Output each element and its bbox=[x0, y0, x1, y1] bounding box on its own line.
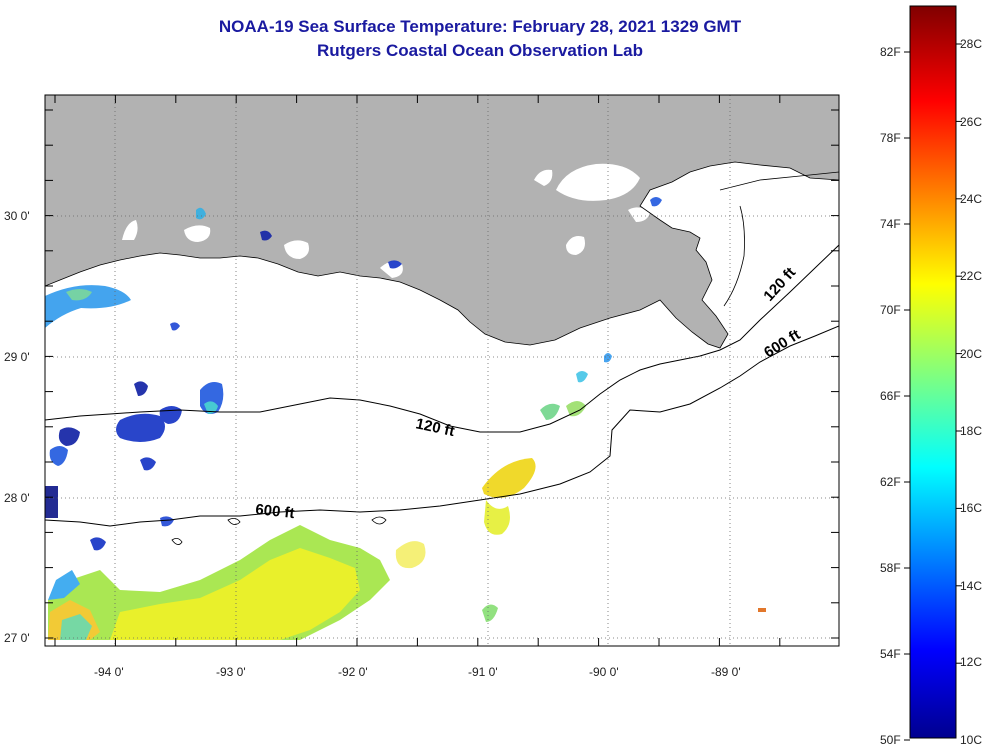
cb-f-50: 50F bbox=[880, 733, 901, 747]
cb-f-66: 66F bbox=[880, 389, 901, 403]
chart-title: NOAA-19 Sea Surface Temperature: Februar… bbox=[218, 17, 742, 36]
lon-label-89: -89 0' bbox=[711, 665, 741, 679]
cb-c-12: 12C bbox=[960, 655, 982, 669]
lat-lon-grid bbox=[45, 95, 839, 646]
lake-salvador bbox=[566, 236, 585, 255]
isobath-600ft-label: 600 ft bbox=[255, 501, 296, 522]
cb-c-22: 22C bbox=[960, 269, 982, 283]
cb-c-26: 26C bbox=[960, 115, 982, 129]
lake-pontchartrain bbox=[556, 163, 640, 201]
cb-f-62: 62F bbox=[880, 475, 901, 489]
lake-grand bbox=[284, 240, 309, 259]
cb-f-74: 74F bbox=[880, 217, 901, 231]
lon-label-92: -92 0' bbox=[338, 665, 368, 679]
colorbar-celsius-labels: 28C 26C 24C 22C 20C 18C 16C 14C 12C 10C bbox=[960, 37, 982, 747]
lake-maurepas bbox=[534, 169, 553, 186]
outer-shelf-coast bbox=[719, 171, 839, 307]
lake-borgne bbox=[628, 207, 650, 222]
land-mass bbox=[45, 95, 839, 348]
lon-label-94: -94 0' bbox=[94, 665, 124, 679]
colorbar-fahrenheit-labels: 82F 78F 74F 70F 66F 62F 58F 54F 50F bbox=[880, 45, 901, 747]
isobath-600ft-line bbox=[45, 325, 839, 527]
cb-f-78: 78F bbox=[880, 131, 901, 145]
cb-f-54: 54F bbox=[880, 647, 901, 661]
seafloor-feature bbox=[171, 516, 387, 545]
map-frame bbox=[44, 94, 840, 647]
cb-f-58: 58F bbox=[880, 561, 901, 575]
lon-label-91: -91 0' bbox=[468, 665, 498, 679]
cb-c-28: 28C bbox=[960, 37, 982, 51]
cb-f-70: 70F bbox=[880, 303, 901, 317]
lake-calcasieu bbox=[122, 220, 138, 240]
chart-subtitle: Rutgers Coastal Ocean Observation Lab bbox=[317, 41, 643, 60]
isobath-120ft-line bbox=[45, 244, 839, 433]
cb-c-18: 18C bbox=[960, 424, 982, 438]
lon-label-90: -90 0' bbox=[589, 665, 619, 679]
lat-label-27: 27 0' bbox=[4, 631, 30, 645]
cb-c-14: 14C bbox=[960, 579, 982, 593]
cb-c-20: 20C bbox=[960, 347, 982, 361]
cb-c-24: 24C bbox=[960, 192, 982, 206]
lon-label-93: -93 0' bbox=[216, 665, 246, 679]
cb-f-82: 82F bbox=[880, 45, 901, 59]
sst-pixels bbox=[45, 197, 766, 640]
coastline bbox=[45, 161, 839, 349]
colorbar-scale bbox=[909, 5, 957, 739]
lat-label-30: 30 0' bbox=[4, 209, 30, 223]
cb-c-16: 16C bbox=[960, 501, 982, 515]
lat-label-29: 29 0' bbox=[4, 350, 30, 364]
cb-c-10: 10C bbox=[960, 733, 982, 747]
lat-label-28: 28 0' bbox=[4, 491, 30, 505]
lake-white bbox=[184, 225, 211, 242]
